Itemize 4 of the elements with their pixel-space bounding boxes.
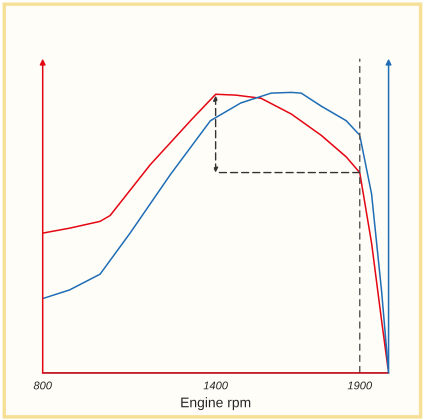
x-tick-label: 1400 [204, 382, 228, 390]
x-tick-label: 800 [34, 382, 52, 390]
x-axis-title: Engine rpm [181, 397, 250, 410]
x-tick-label: 1900 [348, 382, 372, 390]
